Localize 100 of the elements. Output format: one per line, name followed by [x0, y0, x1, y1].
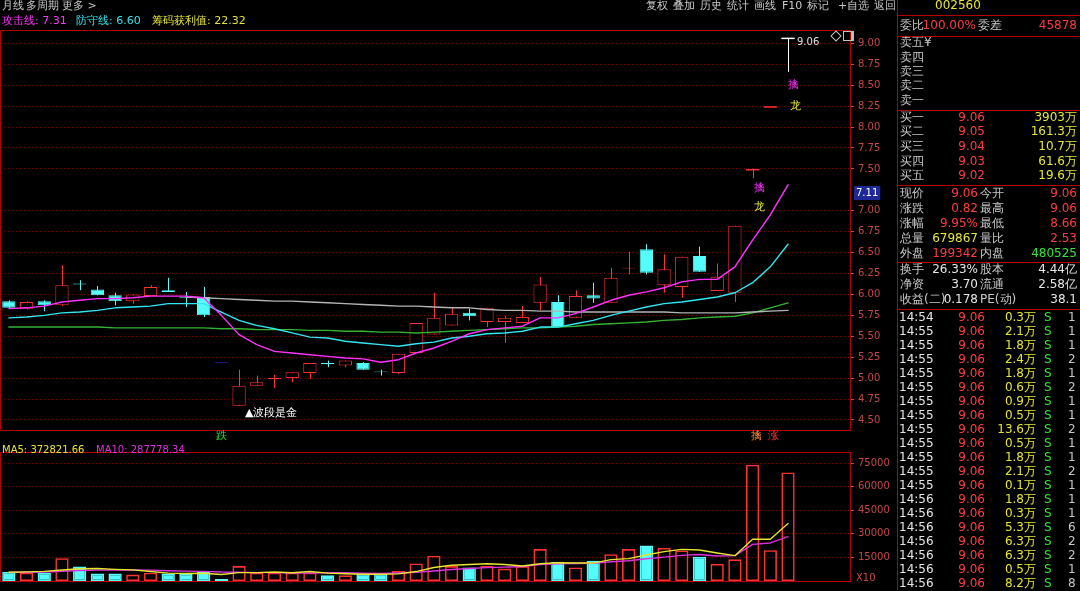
- text: 13.6万: [997, 422, 1036, 436]
- y-tick-label: 5.75: [858, 308, 881, 320]
- text: 9.06: [958, 506, 985, 520]
- text: 9.06: [958, 366, 985, 380]
- text: 1: [1068, 450, 1076, 464]
- text: 14:55: [899, 422, 934, 436]
- text: 2: [1068, 422, 1076, 436]
- text: 0.82: [951, 201, 978, 215]
- text: 8.2万: [1004, 576, 1036, 590]
- text: S: [1044, 506, 1052, 520]
- annotation: MA5: 372821.66: [2, 443, 85, 455]
- text: 679867: [932, 231, 978, 245]
- text: 多周期: [26, 0, 59, 12]
- text: 卖五¥: [900, 35, 932, 49]
- text: 14:55: [899, 408, 934, 422]
- text: 9.06: [958, 380, 985, 394]
- text: 1: [1068, 436, 1076, 450]
- text: 14:56: [899, 492, 934, 506]
- text: 卖四: [900, 50, 924, 64]
- text: 14:54: [899, 310, 934, 324]
- text: 0.9万: [1004, 394, 1036, 408]
- text: 涨跌: [900, 201, 924, 215]
- text: 6: [1068, 520, 1076, 534]
- text: 38.1: [1050, 292, 1077, 306]
- text: 14:55: [899, 436, 934, 450]
- text: 2.4万: [1004, 352, 1036, 366]
- text: 45878: [1038, 18, 1077, 32]
- annotation: ▲波段是金: [245, 405, 298, 419]
- text: 2: [1068, 464, 1076, 478]
- text: 14:55: [899, 380, 934, 394]
- text: 14:56: [899, 548, 934, 562]
- text: 1.8万: [1004, 492, 1036, 506]
- text: 6.3万: [1004, 534, 1036, 548]
- text: 14:56: [899, 562, 934, 576]
- text: S: [1044, 548, 1052, 562]
- y-tick-label: 6.75: [858, 225, 881, 237]
- text: 今开: [980, 186, 1004, 200]
- text: 9.06: [958, 562, 985, 576]
- text: 内盘: [980, 246, 1004, 260]
- text: 复权: [646, 0, 668, 12]
- text: S: [1044, 576, 1052, 590]
- y-tick-label: 7.75: [858, 141, 881, 153]
- text: S: [1044, 352, 1052, 366]
- text: 0.5万: [1004, 436, 1036, 450]
- y-tick-label: 45000: [858, 503, 890, 515]
- text: 14:55: [899, 478, 934, 492]
- text: 3903万: [1034, 110, 1077, 124]
- text: 2: [1068, 534, 1076, 548]
- text: PE(动): [980, 292, 1017, 306]
- text: 2: [1068, 352, 1076, 366]
- text: 换手: [900, 262, 924, 276]
- text: 2.58亿: [1038, 277, 1077, 291]
- text: 现价: [900, 186, 924, 200]
- text: 9.06: [951, 186, 978, 200]
- text: 14:55: [899, 352, 934, 366]
- text: 1: [1068, 408, 1076, 422]
- text: 9.06: [958, 310, 985, 324]
- text: 1: [1068, 394, 1076, 408]
- annotation: 擒: [753, 180, 765, 194]
- text: 9.05: [958, 124, 985, 138]
- y-tick-label: 60000: [858, 480, 890, 492]
- text: 1: [1068, 492, 1076, 506]
- text: 涨幅: [900, 216, 924, 230]
- text: 买二: [900, 124, 924, 138]
- text: 9.95%: [939, 216, 978, 230]
- y-tick-label: 6.00: [858, 288, 881, 300]
- text: S: [1044, 464, 1052, 478]
- text: 0.6万: [1004, 380, 1036, 394]
- text: 1.8万: [1004, 338, 1036, 352]
- text: 最低: [980, 216, 1004, 230]
- text: 量比: [980, 231, 1004, 245]
- text: 14:56: [899, 506, 934, 520]
- text: 1.8万: [1004, 450, 1036, 464]
- text: 9.06: [1050, 186, 1077, 200]
- y-tick-label: 4.75: [858, 392, 881, 404]
- text: +自选: [838, 0, 870, 12]
- y-tick-label: 15000: [858, 551, 890, 562]
- y-tick-label: 9.00: [858, 36, 881, 48]
- text: 8: [1068, 576, 1076, 590]
- text: 2: [1068, 548, 1076, 562]
- y-tick-label: 8.50: [858, 78, 881, 90]
- annotation: 龙: [789, 98, 801, 112]
- text: 7.11: [856, 186, 879, 198]
- text: S: [1044, 450, 1052, 464]
- text: 3.70: [951, 277, 978, 291]
- text: 9.06: [958, 110, 985, 124]
- text: 流通: [980, 277, 1004, 291]
- annotation: 龙: [753, 199, 765, 213]
- text: 2.1万: [1004, 324, 1036, 338]
- text: X10: [856, 571, 876, 583]
- text: S: [1044, 324, 1052, 338]
- text: 返回: [874, 0, 896, 12]
- text: 委比: [900, 18, 924, 32]
- text: 卖二: [900, 78, 924, 92]
- text: 1: [1068, 562, 1076, 576]
- text: 26.33%: [932, 262, 978, 276]
- text: 9.06: [958, 478, 985, 492]
- text: 9.02: [958, 168, 985, 182]
- text: 0.3万: [1004, 310, 1036, 324]
- text: 9.06: [958, 422, 985, 436]
